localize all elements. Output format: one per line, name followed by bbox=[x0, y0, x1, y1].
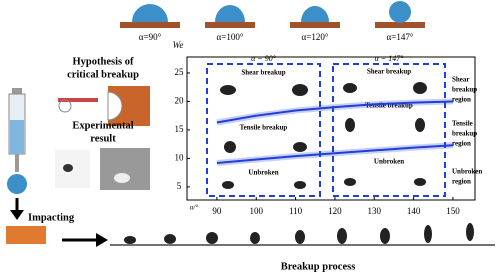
region-box bbox=[206, 63, 321, 197]
angle-label: α=147° bbox=[387, 32, 414, 42]
angle-label: α=120° bbox=[302, 32, 329, 42]
region-label: region bbox=[452, 96, 471, 104]
boundary-line bbox=[216, 100, 453, 124]
hypothesis-label: Hypothesis of bbox=[73, 56, 134, 67]
region-label: Shear bbox=[452, 76, 470, 84]
box-title: α = 147° bbox=[375, 54, 405, 63]
experimental-label: Experimental bbox=[72, 120, 133, 131]
y-tick-label: 20 bbox=[175, 96, 185, 106]
y-tick-label: 15 bbox=[175, 124, 185, 134]
x-tick-label: 140 bbox=[407, 206, 421, 216]
x-axis-label: α/° bbox=[190, 204, 199, 212]
x-tick-label: 100 bbox=[249, 206, 263, 216]
plot-frame bbox=[186, 56, 476, 201]
angle-label: α=100° bbox=[217, 32, 244, 42]
region-label: Tensile bbox=[452, 120, 473, 128]
hypothesis-label: critical breakup bbox=[67, 69, 139, 80]
box-label: Unbroken bbox=[248, 169, 278, 177]
region-label: region bbox=[452, 140, 471, 148]
box-label: Tensile breakup bbox=[240, 124, 288, 132]
region-label: region bbox=[452, 178, 471, 186]
box-title: α = 90° bbox=[251, 54, 277, 63]
region-box bbox=[332, 63, 446, 197]
syringe bbox=[6, 88, 108, 247]
experimental-label: result bbox=[90, 133, 116, 144]
y-axis-label: We bbox=[173, 40, 184, 50]
y-tick-label: 25 bbox=[175, 67, 185, 77]
x-tick-label: 90 bbox=[212, 206, 222, 216]
impacting-label: Impacting bbox=[28, 212, 75, 223]
region-label: breakup bbox=[452, 130, 477, 138]
x-tick-label: 130 bbox=[368, 206, 382, 216]
bottom-label: Breakup process bbox=[281, 261, 356, 272]
snapshots bbox=[110, 82, 495, 246]
region-label: breakup bbox=[452, 86, 477, 94]
y-tick-label: 10 bbox=[175, 152, 185, 162]
boundary-line bbox=[216, 144, 454, 164]
box-label: Shear breakup bbox=[367, 68, 411, 76]
region-label: Unbroken bbox=[452, 168, 482, 176]
x-tick-label: 110 bbox=[289, 206, 303, 216]
contact-angle-icons bbox=[120, 1, 425, 28]
experiment-photos bbox=[55, 148, 150, 190]
x-tick-label: 120 bbox=[328, 206, 342, 216]
box-label: Tensile breakup bbox=[365, 102, 413, 110]
y-tick-label: 5 bbox=[177, 181, 182, 191]
hypothesis-icon bbox=[58, 86, 150, 126]
x-tick-label: 150 bbox=[446, 206, 460, 216]
box-label: Unbroken bbox=[374, 158, 404, 166]
angle-label: α=90° bbox=[139, 32, 162, 42]
box-label: Shear breakup bbox=[241, 69, 285, 77]
